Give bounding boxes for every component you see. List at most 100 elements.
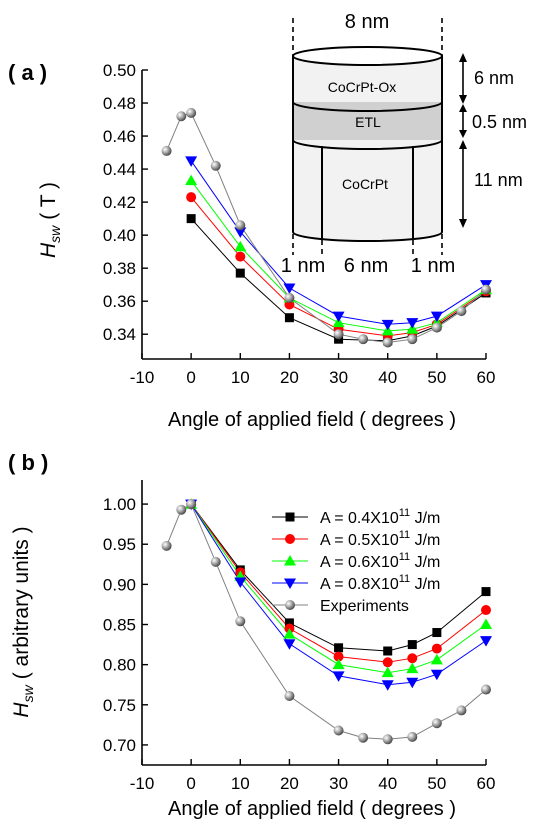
chart-a-y-tick-label: 0.42	[103, 193, 136, 212]
chart-a-series-4-point	[210, 160, 221, 171]
inset-arrowhead	[459, 104, 467, 112]
chart-a-ylabel-unit: ( T )	[37, 182, 60, 220]
legend-4-marker	[285, 600, 295, 610]
inset-layer-top-label: CoCrPt-Ox	[328, 79, 396, 95]
chart-b-series-1-point	[382, 657, 393, 668]
inset-interface-2	[292, 139, 443, 150]
chart-b-series-1-point	[431, 643, 442, 654]
chart-b-series-3-point	[234, 577, 247, 588]
chart-b-x-tick-label: 0	[186, 774, 195, 793]
chart-a-series-4-point	[382, 337, 393, 348]
inset-interface-1	[292, 101, 443, 112]
chart-a-xlabel: Angle of applied field ( degrees )	[168, 409, 456, 431]
chart-b-legend: A = 0.4X1011 J/mA = 0.5X1011 J/mA = 0.6X…	[272, 507, 440, 615]
chart-a-series-0-point	[235, 268, 245, 278]
chart-a-series-3-point	[381, 319, 394, 331]
chart-b-series-4-point	[382, 734, 393, 745]
chart-b-series-1-point	[407, 653, 418, 664]
chart-b-series-4-point	[456, 705, 467, 716]
chart-a-series-0-point	[186, 214, 196, 224]
chart-b-series-1-point	[333, 651, 344, 662]
chart-a-series-4-point	[235, 220, 246, 231]
chart-b-ylabel-sub: sw	[20, 684, 36, 702]
chart-b-series-4-point	[176, 504, 187, 515]
chart-b-x-tick-label: 30	[329, 774, 348, 793]
chart-a: ( a ) Hsw ( T ) Angle of applied field ( …	[8, 11, 527, 431]
chart-a-x-tick-label: 30	[329, 368, 348, 387]
chart-b-series-0-point	[407, 640, 417, 650]
inset-top-label: 8 nm	[345, 11, 389, 33]
chart-a-series-2-point	[234, 240, 247, 252]
chart-a-series-3-point	[406, 318, 419, 329]
legend-2-marker	[284, 555, 296, 566]
chart-a-series-3-point	[283, 283, 296, 294]
chart-a-series-3-point	[185, 156, 198, 167]
inset-arrowhead	[459, 219, 467, 228]
chart-a-series-4-point	[481, 284, 491, 295]
svg-text:Hsw( arbitrary units ): Hsw ( arbitrary units )	[10, 526, 36, 717]
chart-a-ylabel-main: H	[37, 242, 60, 258]
legend-0-marker	[285, 512, 295, 522]
chart-b-x-tick-label: 40	[378, 774, 397, 793]
legend-1-marker	[285, 534, 295, 544]
chart-a-series-4-point	[161, 145, 172, 156]
chart-a-y-tick-label: 0.34	[103, 325, 136, 344]
chart-b-series-1-point	[481, 605, 491, 616]
chart-a-series-3-point	[332, 311, 345, 323]
chart-b-x-tick-label: -10	[130, 774, 155, 793]
chart-b-series-0-point	[481, 587, 491, 597]
chart-b-y-tick-label: 1.00	[103, 495, 136, 514]
chart-a-series-0-point	[284, 313, 294, 323]
chart-b-x-tick-label: 20	[280, 774, 299, 793]
chart-a-y-tick-label: 0.48	[103, 94, 136, 113]
legend-3-marker	[284, 578, 296, 589]
chart-b-series-4-point	[186, 499, 197, 510]
chart-b-series-0-point	[383, 646, 393, 656]
legend-2-label: A = 0.6X1011 J/m	[320, 551, 440, 571]
inset-arrowhead	[459, 53, 467, 62]
chart-a-y-tick-label: 0.44	[103, 160, 136, 179]
chart-a-x-tick-label: 50	[427, 368, 446, 387]
chart-b-series-2-point	[283, 628, 296, 639]
panel-b-label: ( b )	[8, 450, 48, 475]
chart-b-x-tick-label: 60	[477, 774, 496, 793]
chart-b-series-3-point	[406, 677, 419, 689]
chart-b-y-tick-label: 0.90	[103, 575, 136, 594]
chart-a-series-4-point	[333, 329, 344, 340]
chart-a-series-3-point	[234, 227, 247, 238]
chart-a-series-4-point	[176, 111, 187, 122]
chart-a-plot: 0.34 0.36 0.38 0.40 0.42 0.44 0.46 0.48 0.50 -10 0…	[103, 61, 496, 387]
chart-b-series-0-point	[432, 628, 442, 638]
chart-b-series-3-point	[480, 636, 492, 647]
chart-a-y-tick-label: 0.36	[103, 292, 136, 311]
chart-b-series-2-point	[406, 662, 419, 674]
structure-inset: 8 nm CoCrPt-Ox ETL CoCrPt	[281, 11, 527, 277]
chart-b: ( b ) Hsw ( arbitrary units ) Angle of ap…	[8, 450, 495, 820]
chart-b-series-0-point	[334, 643, 344, 653]
inset-width-center: 6 nm	[344, 255, 388, 277]
chart-b-series-4-point	[235, 616, 246, 627]
chart-b-series-4-point	[358, 732, 369, 743]
chart-a-x-tick-label: 0	[186, 368, 195, 387]
chart-a-series-4-point	[407, 334, 418, 345]
chart-b-series-4-point	[407, 731, 418, 742]
chart-a-series-4-point	[456, 306, 467, 317]
chart-a-y-tick-label: 0.38	[103, 259, 136, 278]
chart-a-y-tick-label: 0.46	[103, 127, 136, 146]
chart-b-series-4-point	[333, 725, 344, 736]
inset-arrowhead	[459, 130, 467, 138]
chart-b-y-tick-label: 0.80	[103, 656, 136, 675]
chart-b-series-4-point	[284, 690, 295, 701]
chart-b-y-tick-label: 0.85	[103, 616, 136, 635]
chart-b-series-4-point	[161, 540, 172, 551]
chart-b-series-0-point	[284, 618, 294, 628]
panel-a-label: ( a )	[8, 60, 47, 85]
chart-b-ylabel-unit: ( arbitrary units )	[10, 526, 33, 679]
legend-1-label: A = 0.5X1011 J/m	[320, 529, 440, 549]
svg-text:Hsw( T ): Hsw ( T )	[37, 182, 63, 258]
legend-3-label: A = 0.8X1011 J/m	[320, 573, 440, 593]
chart-b-series-3-point	[381, 680, 394, 691]
inset-width-right: 1 nm	[411, 255, 455, 277]
chart-a-series-1-point	[235, 251, 246, 262]
legend-0-label: A = 0.4X1011 J/m	[320, 507, 440, 527]
